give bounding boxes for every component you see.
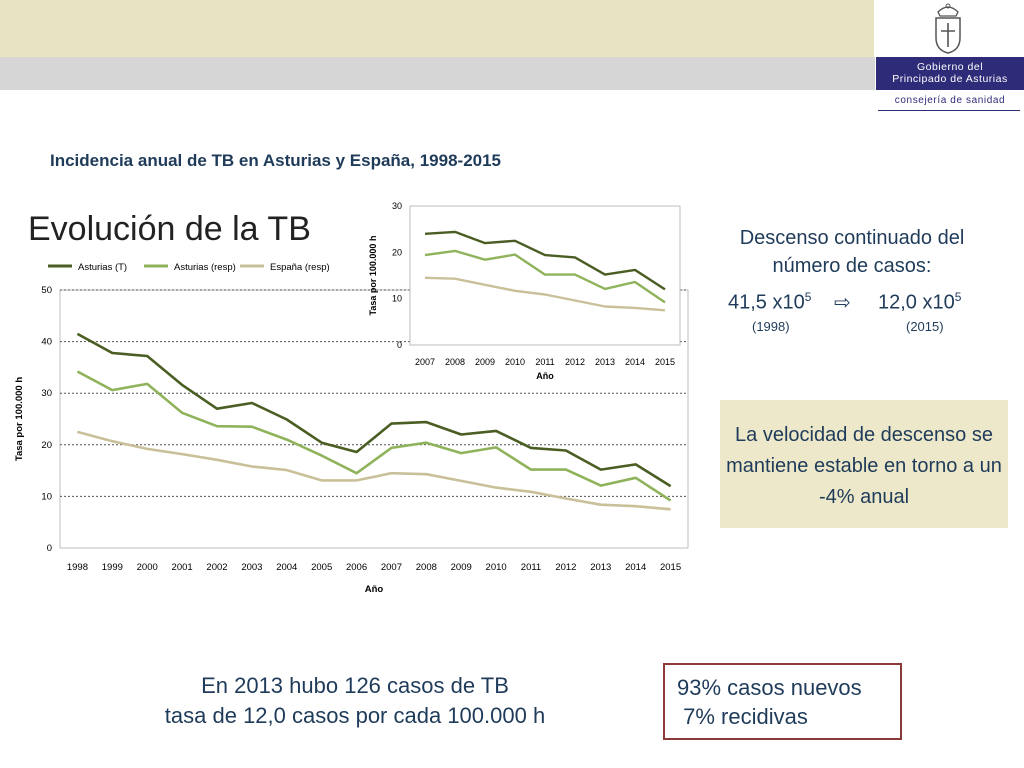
value-2015-exponent: 5	[954, 290, 962, 304]
series-line	[76, 332, 672, 488]
consejeria-label: consejería de sanidad	[894, 95, 1006, 106]
x-tick-label: 2012	[555, 562, 576, 573]
x-tick-label: 2009	[475, 357, 495, 367]
x-tick-label: 2007	[381, 562, 402, 573]
recurrence-text: 7% recidivas	[677, 704, 808, 729]
x-tick-label: 2006	[346, 562, 367, 573]
year-1998-label: (1998)	[752, 319, 790, 334]
x-tick-label: 2015	[660, 562, 681, 573]
incidence-chart-inset: 0 10 20 30 2007 2008 2009 2010 2011 2012 2013 2014 2…	[368, 201, 681, 381]
year-2015-label: (2015)	[906, 319, 944, 334]
y-tick-label: 30	[392, 201, 402, 211]
slide-subtitle: Incidencia anual de TB en Asturias y Esp…	[50, 151, 502, 170]
cases-2013-summary: En 2013 hubo 126 casos de TB tasa de 12,…	[130, 671, 580, 731]
new-cases-text: 93% casos nuevos	[677, 675, 862, 700]
x-tick-label: 2009	[451, 562, 472, 573]
y-tick-label: 0	[397, 340, 402, 350]
divider	[878, 110, 1020, 111]
value-1998-exponent: 5	[804, 290, 812, 304]
y-axis-label: Tasa por 100.000 h	[14, 377, 25, 462]
y-tick-label: 20	[392, 247, 402, 257]
x-tick-label: 2013	[590, 562, 611, 573]
header-grey-band	[0, 57, 1024, 90]
government-line-1: Gobierno del	[916, 61, 984, 73]
y-tick-label: 30	[41, 388, 52, 399]
x-tick-label: 2014	[625, 357, 645, 367]
x-tick-label: 2014	[625, 562, 646, 573]
x-axis-label: Año	[365, 584, 384, 595]
x-tick-label: 2003	[241, 562, 262, 573]
legend-label: Asturias (resp)	[174, 262, 236, 273]
legend-label: Asturias (T)	[78, 262, 127, 273]
cases-2013-line-2: tasa de 12,0 casos por cada 100.000 h	[164, 703, 546, 728]
x-tick-label: 2010	[505, 357, 525, 367]
value-2015: 12,0 x105	[878, 290, 961, 315]
y-tick-label: 40	[41, 337, 52, 348]
y-tick-label: 10	[41, 491, 52, 502]
arrow-icon: ⇨	[834, 292, 851, 314]
y-tick-label: 50	[41, 285, 52, 296]
x-tick-label: 2011	[521, 562, 541, 573]
value-2015-text: 12,0 x10	[878, 291, 955, 314]
x-tick-label: 2008	[416, 562, 437, 573]
decline-heading: Descenso continuado del número de casos:	[739, 227, 965, 277]
value-1998: 41,5 x105	[728, 290, 811, 315]
series-line	[424, 276, 666, 312]
coat-of-arms-icon	[935, 3, 961, 54]
series-line	[76, 370, 672, 502]
y-axis-label: Tasa por 100.000 h	[368, 236, 378, 316]
x-tick-label: 2010	[486, 562, 507, 573]
government-line-2: Principado de Asturias	[892, 73, 1008, 85]
x-tick-label: 2000	[137, 562, 158, 573]
header-band	[0, 0, 874, 57]
legend-label: España (resp)	[270, 262, 330, 273]
y-tick-label: 10	[392, 294, 402, 304]
case-type-box: 93% casos nuevos 7% recidivas	[663, 663, 902, 740]
x-tick-label: 2002	[206, 562, 227, 573]
x-tick-label: 2013	[595, 357, 615, 367]
value-1998-text: 41,5 x10	[728, 291, 805, 314]
x-tick-label: 2005	[311, 562, 332, 573]
y-tick-label: 20	[41, 440, 52, 451]
x-tick-label: 2007	[415, 357, 435, 367]
x-tick-label: 2011	[535, 357, 554, 367]
x-tick-label: 2001	[172, 562, 193, 573]
decline-rate-box: La velocidad de descenso se mantiene est…	[720, 400, 1008, 528]
series-line	[424, 230, 666, 291]
x-tick-label: 2008	[445, 357, 465, 367]
x-tick-label: 2012	[565, 357, 585, 367]
x-axis-label: Año	[536, 371, 554, 381]
slide-title: Evolución de la TB	[28, 210, 311, 248]
government-label: Gobierno del Principado de Asturias	[876, 57, 1024, 90]
x-tick-label: 2015	[655, 357, 675, 367]
x-tick-label: 1998	[67, 562, 88, 573]
series-line	[424, 249, 666, 304]
series-line	[77, 430, 671, 511]
x-tick-label: 2004	[276, 562, 297, 573]
x-tick-label: 1999	[102, 562, 123, 573]
cases-2013-line-1: En 2013 hubo 126 casos de TB	[201, 673, 509, 698]
y-tick-label: 0	[47, 543, 52, 554]
